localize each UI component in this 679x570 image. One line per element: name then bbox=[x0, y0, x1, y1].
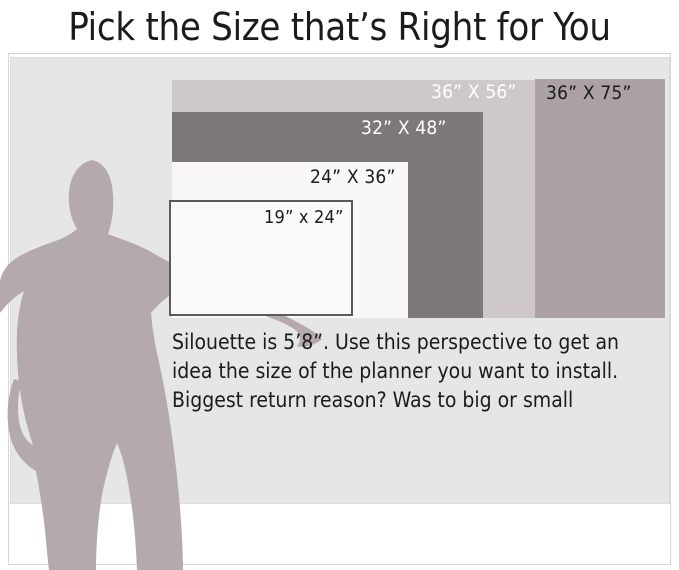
caption-line-3: Biggest return reason? Was to big or sma… bbox=[172, 388, 574, 412]
frame-left-line bbox=[8, 53, 9, 565]
caption-line-2: idea the size of the planner you want to… bbox=[172, 359, 619, 383]
size-rect-36x75 bbox=[535, 79, 665, 318]
size-label-24x36: 24” X 36” bbox=[310, 166, 396, 188]
size-label-36x75: 36” X 75” bbox=[546, 82, 632, 104]
caption-block: Silouette is 5’8”. Use this perspective … bbox=[172, 328, 662, 415]
size-label-36x56: 36” X 56” bbox=[431, 81, 517, 103]
page-title: Pick the Size that’s Right for You bbox=[68, 5, 611, 49]
size-label-19x24: 19” x 24” bbox=[264, 207, 344, 228]
frame-right-line bbox=[670, 53, 671, 565]
caption-line-1: Silouette is 5’8”. Use this perspective … bbox=[172, 330, 620, 354]
frame-top-line bbox=[8, 53, 671, 54]
frame-bottom-line bbox=[8, 564, 671, 565]
size-label-32x48: 32” X 48” bbox=[361, 117, 447, 139]
size-rect-19x24 bbox=[169, 200, 353, 316]
